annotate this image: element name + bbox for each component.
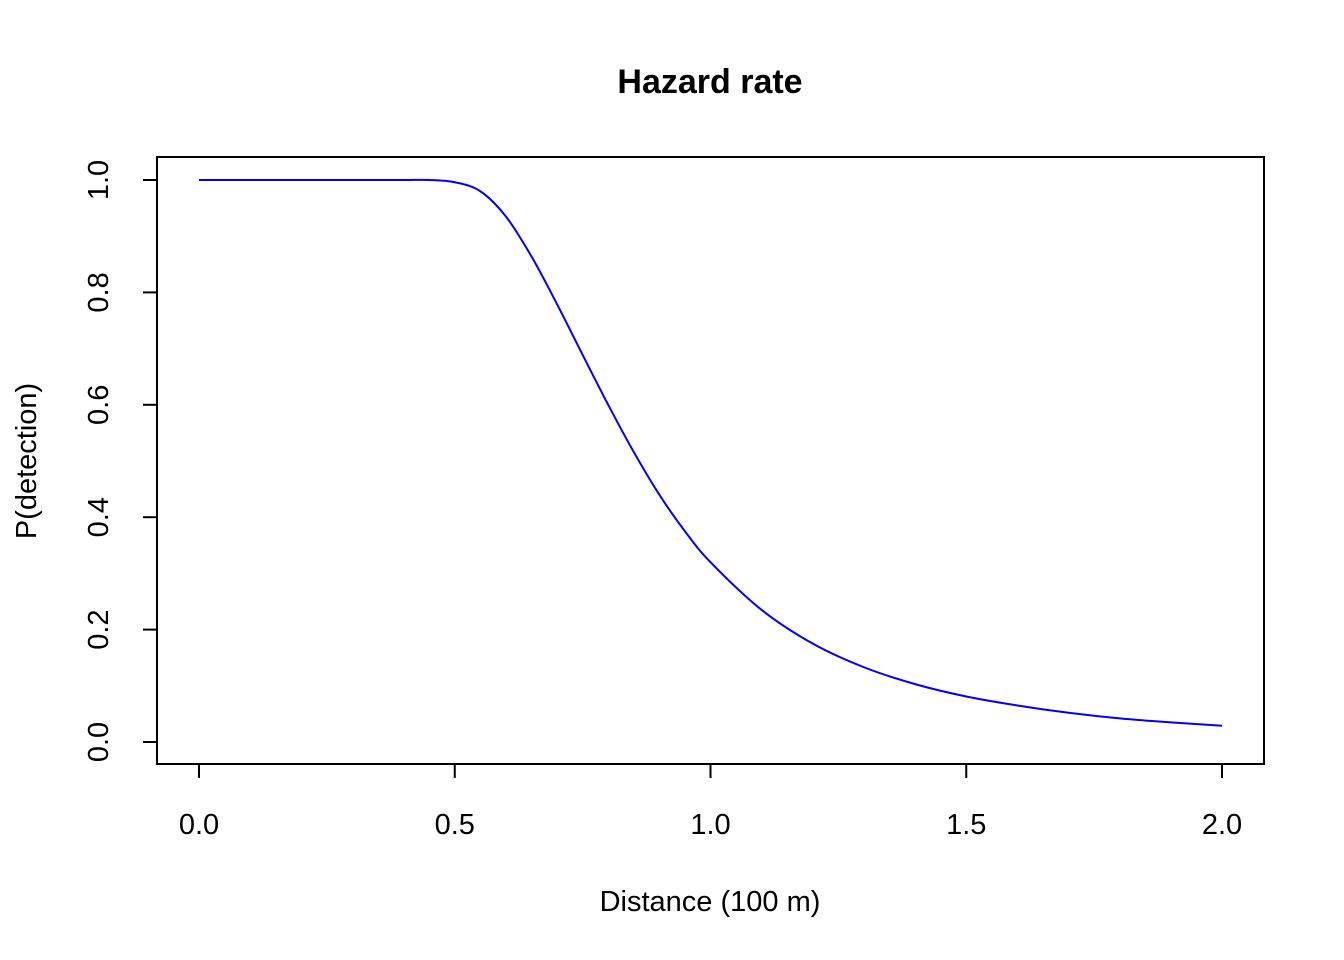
y-tick-label: 1.0 bbox=[83, 160, 115, 200]
y-tick-label: 0.4 bbox=[83, 497, 115, 537]
y-axis-ticks: 0.0 0.2 0.4 0.6 0.8 1.0 bbox=[83, 160, 157, 762]
x-axis-ticks: 0.0 0.5 1.0 1.5 2.0 bbox=[179, 764, 1242, 841]
y-axis-label: P(detection) bbox=[11, 383, 43, 539]
y-tick-label: 0.8 bbox=[83, 272, 115, 312]
x-tick-label: 0.0 bbox=[179, 809, 219, 841]
x-tick-label: 0.5 bbox=[435, 809, 475, 841]
y-tick-label: 0.6 bbox=[83, 385, 115, 425]
plot-area-frame bbox=[156, 156, 1265, 765]
x-tick-label: 1.0 bbox=[690, 809, 730, 841]
chart-title: Hazard rate bbox=[617, 63, 802, 101]
x-axis-label: Distance (100 m) bbox=[600, 886, 821, 918]
detection-probability-curve bbox=[199, 178, 1223, 727]
y-tick-label: 0.2 bbox=[83, 609, 115, 649]
x-tick-label: 2.0 bbox=[1202, 809, 1242, 841]
x-tick-label: 1.5 bbox=[946, 809, 986, 841]
series-layer bbox=[199, 178, 1223, 727]
y-tick-label: 0.0 bbox=[83, 722, 115, 762]
